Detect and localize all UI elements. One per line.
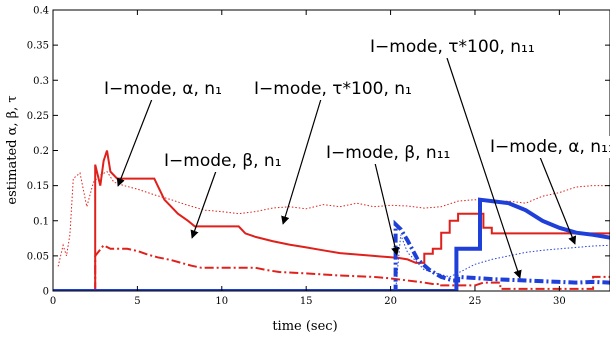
y-tick-label: 0.1 [33,216,49,227]
annotation-label: I−mode, α, n₁ [104,79,222,99]
y-axis-label: estimated α, β, τ [5,95,20,204]
x-tick-label: 5 [134,296,140,307]
y-tick-label: 0.4 [33,6,49,17]
y-tick-label: 0.3 [33,76,49,87]
annotation-label-bg [324,142,453,164]
x-axis-label: time (sec) [272,319,337,334]
x-tick-label: 15 [300,296,313,307]
annotation-label-bg [488,136,610,158]
annotation-arrow [281,98,322,225]
annotation-label: I−mode, τ*100, n₁ [254,79,412,99]
annotation-label: I−mode, β, n₁ [164,151,282,171]
annotation-arrow [374,162,400,256]
y-tick-label: 0.2 [33,146,49,157]
series-line-5 [395,234,610,291]
series-line-2 [94,150,610,291]
x-tick-label: 25 [469,296,482,307]
annotation-label: I−mode, τ*100, n₁₁ [370,37,535,57]
x-tick-label: 20 [384,296,397,307]
annotation-label-bg [162,150,284,172]
y-tick-label: 0.05 [27,251,49,262]
annotation-label-bg [102,78,224,100]
annotation-arrow [116,98,153,187]
series-line-6 [53,197,610,291]
annotation-label-bg [252,78,414,100]
series-line-1 [57,170,610,267]
annotation-arrow [446,57,522,279]
series-line-4 [53,219,610,291]
x-tick-label: 10 [215,296,228,307]
annotation-arrow [539,156,577,245]
x-tick-label: 0 [50,296,56,307]
x-tick-label: 30 [553,296,566,307]
annotation-label: I−mode, β, n₁₁ [326,143,450,163]
annotation-label-bg [368,36,537,58]
annotation-arrow [190,170,217,239]
y-tick-label: 0.25 [27,111,49,122]
y-tick-label: 0.35 [27,41,49,52]
annotation-label: I−mode, α, n₁₁ [490,137,610,157]
y-tick-label: 0 [43,287,49,298]
y-tick-label: 0.15 [27,181,49,192]
